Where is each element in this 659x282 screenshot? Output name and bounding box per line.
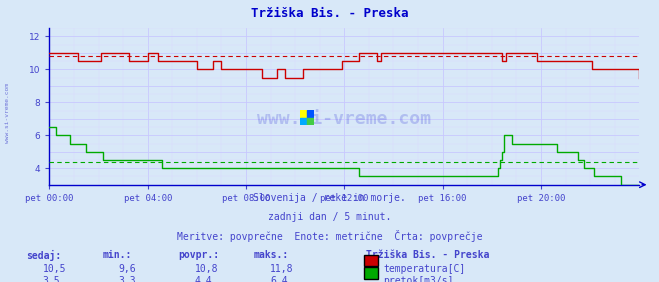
Text: 10,8: 10,8: [194, 264, 218, 274]
Text: 9,6: 9,6: [119, 264, 136, 274]
Text: min.:: min.:: [102, 250, 132, 259]
Text: Meritve: povprečne  Enote: metrične  Črta: povprečje: Meritve: povprečne Enote: metrične Črta:…: [177, 230, 482, 242]
Text: 3,5: 3,5: [43, 276, 61, 282]
Text: Slovenija / reke in morje.: Slovenija / reke in morje.: [253, 193, 406, 203]
Text: zadnji dan / 5 minut.: zadnji dan / 5 minut.: [268, 212, 391, 221]
Text: www.si-vreme.com: www.si-vreme.com: [257, 110, 432, 128]
Text: maks.:: maks.:: [254, 250, 289, 259]
Bar: [300, 118, 307, 125]
Text: www.si-vreme.com: www.si-vreme.com: [5, 83, 11, 143]
Text: 10,5: 10,5: [43, 264, 67, 274]
Bar: [300, 110, 307, 118]
Text: 3,3: 3,3: [119, 276, 136, 282]
Bar: [307, 118, 314, 125]
Text: temperatura[C]: temperatura[C]: [384, 264, 466, 274]
Text: pretok[m3/s]: pretok[m3/s]: [384, 276, 454, 282]
Text: 6,4: 6,4: [270, 276, 288, 282]
Text: 11,8: 11,8: [270, 264, 294, 274]
Text: Tržiška Bis. - Preska: Tržiška Bis. - Preska: [251, 7, 408, 20]
Text: 4,4: 4,4: [194, 276, 212, 282]
Text: Tržiška Bis. - Preska: Tržiška Bis. - Preska: [366, 250, 489, 259]
Bar: [307, 110, 314, 118]
Text: povpr.:: povpr.:: [178, 250, 219, 259]
Text: sedaj:: sedaj:: [26, 250, 61, 261]
